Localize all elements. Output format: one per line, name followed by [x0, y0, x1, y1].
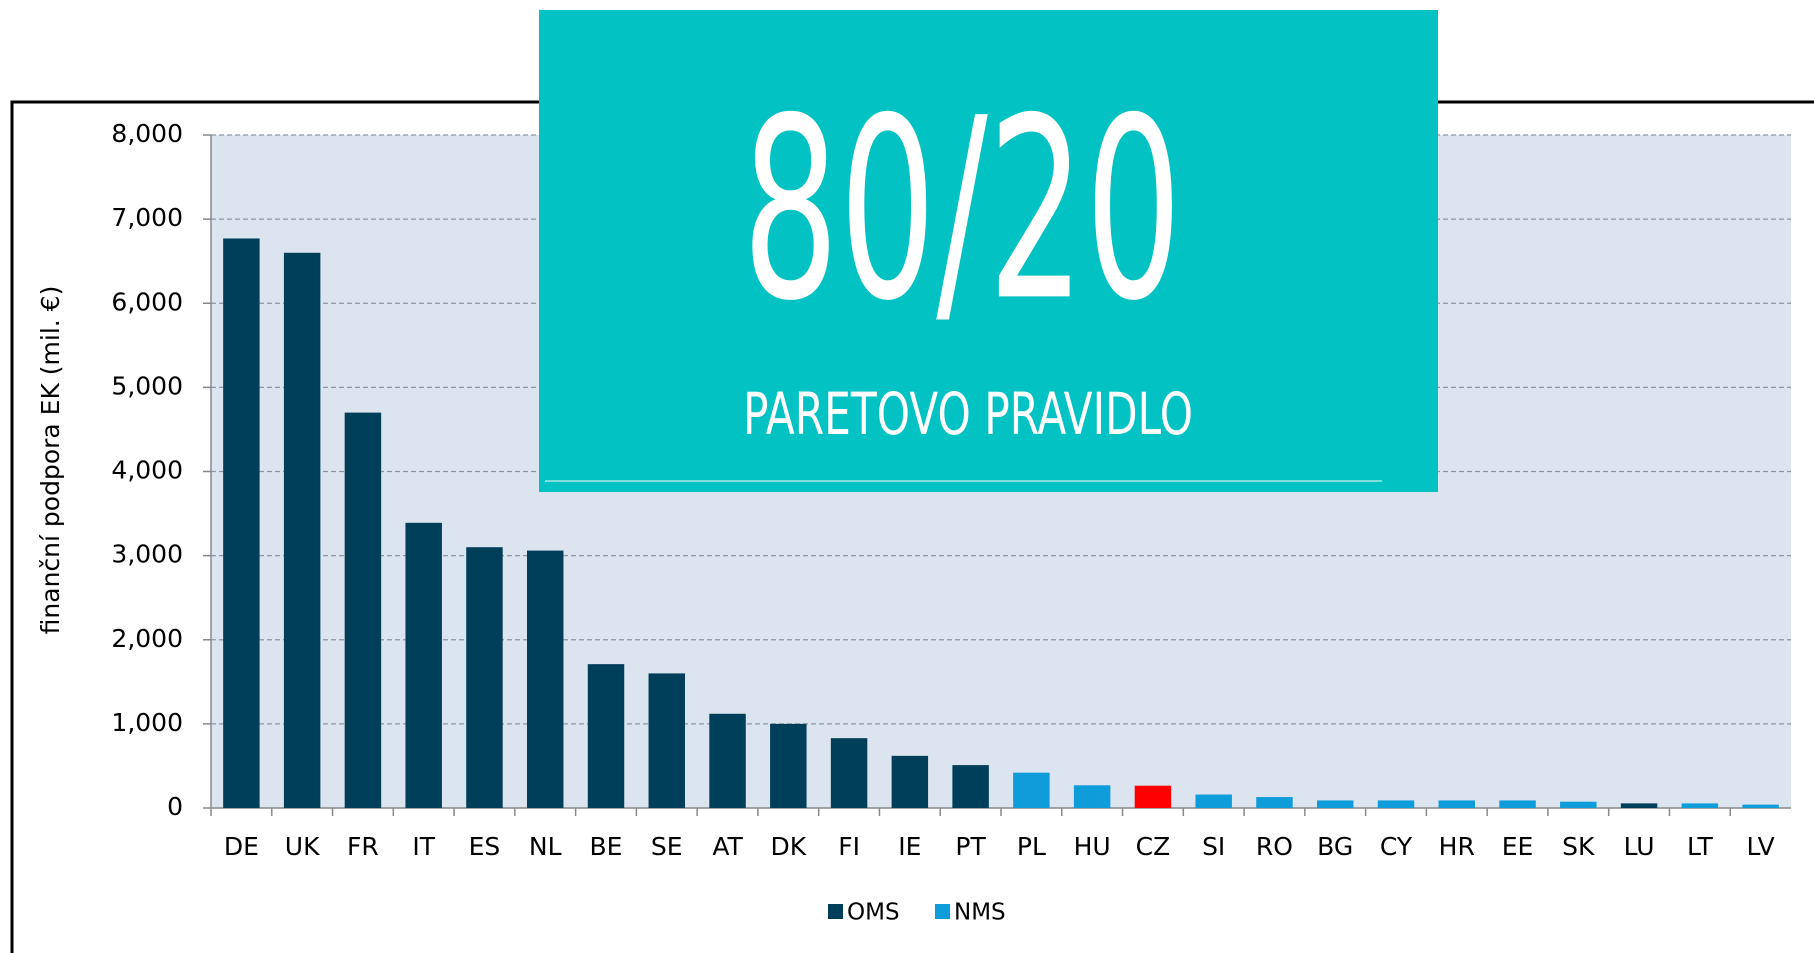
y-tick-label: 3,000: [111, 540, 183, 569]
legend-label: NMS: [954, 900, 1006, 926]
x-tick-label: PL: [1017, 832, 1046, 861]
x-tick-label: IE: [898, 832, 921, 861]
bar: [1438, 800, 1475, 808]
bar: [1195, 794, 1232, 808]
x-tick-label: FR: [347, 832, 379, 861]
bar: [952, 765, 989, 808]
overlay-headline: 80/20: [742, 64, 1182, 355]
bar: [344, 412, 382, 808]
bar: [1073, 785, 1111, 808]
bar: [1499, 800, 1536, 808]
x-tick-label: CY: [1380, 832, 1413, 861]
y-tick-label: 2,000: [111, 624, 183, 653]
legend-swatch: [935, 904, 950, 919]
bar: [1560, 801, 1597, 808]
bar: [466, 547, 503, 808]
overlay-background: [539, 10, 1438, 492]
x-tick-label: SE: [651, 832, 683, 861]
bar: [223, 238, 260, 808]
bar: [770, 723, 807, 808]
bar: [1013, 772, 1050, 808]
y-tick-label: 5,000: [111, 371, 183, 400]
bar: [891, 755, 929, 808]
bar: [1377, 800, 1415, 808]
x-tick-label: LV: [1746, 832, 1774, 861]
y-tick-label: 4,000: [111, 456, 183, 485]
x-tick-label: DE: [224, 832, 259, 861]
bar: [587, 664, 625, 808]
bar: [1317, 800, 1354, 808]
bar: [648, 673, 685, 808]
bar: [1742, 804, 1779, 808]
x-tick-label: CZ: [1136, 832, 1171, 861]
x-tick-label: PT: [955, 832, 986, 861]
x-tick-label: LT: [1687, 832, 1713, 861]
x-tick-label: AT: [712, 832, 743, 861]
y-tick-label: 6,000: [111, 287, 183, 316]
x-tick-label: HU: [1074, 832, 1111, 861]
overlay-image: 80/20 PARETOVO PRAVIDLO: [539, 10, 1438, 492]
bar: [283, 252, 321, 808]
x-tick-label: HR: [1439, 832, 1475, 861]
bar: [1620, 803, 1658, 808]
legend-swatch: [828, 904, 843, 919]
x-tick-label: BE: [590, 832, 623, 861]
x-tick-label: FI: [838, 832, 860, 861]
x-tick-label: SI: [1202, 832, 1225, 861]
x-tick-label: RO: [1256, 832, 1293, 861]
x-tick-label: LU: [1624, 832, 1655, 861]
x-tick-label: UK: [285, 832, 320, 861]
bar: [1681, 803, 1719, 808]
y-tick-label: 0: [167, 792, 183, 821]
x-tick-label: ES: [469, 832, 501, 861]
x-tick-label: EE: [1502, 832, 1534, 861]
x-tick-label: DK: [770, 832, 806, 861]
y-axis-label: finanční podpora EK (mil. €): [36, 286, 65, 635]
bar: [405, 522, 442, 808]
y-tick-label: 7,000: [111, 203, 183, 232]
bar: [830, 738, 868, 808]
bar: [1134, 785, 1172, 808]
bar: [1256, 797, 1293, 808]
x-tick-label: IT: [412, 832, 435, 861]
x-tick-label: BG: [1317, 832, 1353, 861]
overlay-caption: PARETOVO PRAVIDLO: [743, 380, 1193, 448]
y-tick-label: 1,000: [111, 708, 183, 737]
bar: [709, 713, 746, 808]
y-tick-label: 8,000: [111, 119, 183, 148]
x-tick-label: NL: [529, 832, 562, 861]
x-tick-label: SK: [1562, 832, 1595, 861]
bar: [527, 550, 564, 808]
legend-label: OMS: [847, 900, 900, 926]
